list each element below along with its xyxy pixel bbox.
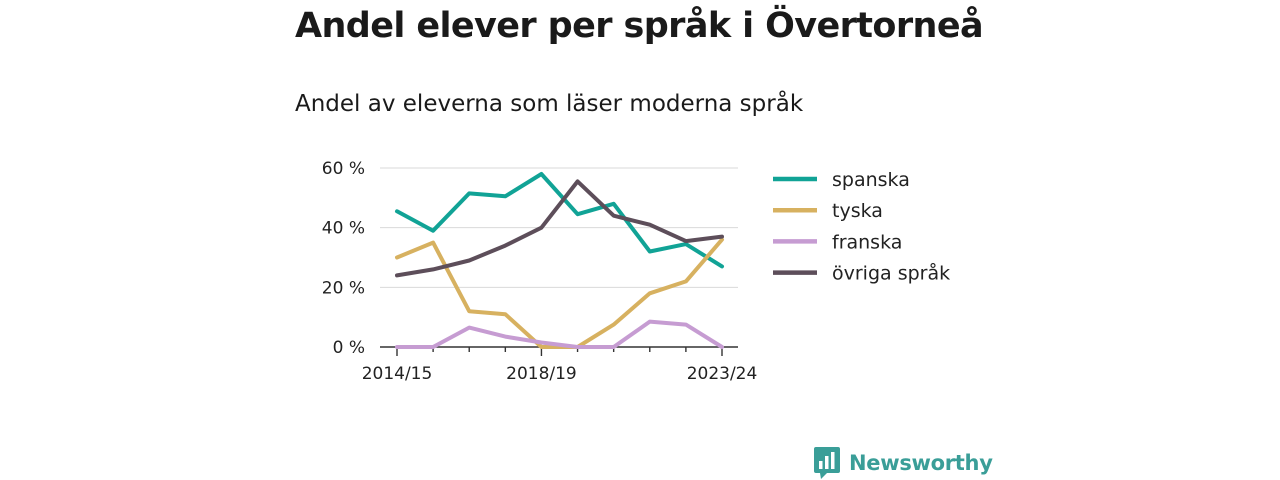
legend: spanska tyska franska övriga språk — [773, 169, 950, 285]
series-lines — [395, 172, 724, 349]
gridlines — [380, 167, 738, 288]
y-tick-label: 40 % — [322, 219, 365, 239]
y-tick-label: 60 % — [322, 159, 365, 179]
x-axis: 2014/15 2018/19 2023/24 — [362, 346, 758, 384]
y-tick-label: 20 % — [322, 278, 365, 298]
chart-title: Andel elever per språk i Övertorneå — [295, 6, 984, 46]
newsworthy-logo-icon — [814, 447, 840, 479]
x-tick-label: 2014/15 — [362, 364, 433, 384]
x-tick-label: 2023/24 — [687, 364, 758, 384]
series-line-spanska — [395, 172, 724, 269]
series-line-franska — [395, 319, 724, 349]
legend-label: övriga språk — [832, 262, 950, 285]
newsworthy-logo: Newsworthy — [814, 446, 993, 480]
legend-label: spanska — [832, 169, 910, 191]
series-line-övriga-språk — [395, 179, 724, 278]
y-axis-ticks: 0 % 20 % 40 % 60 % — [322, 159, 365, 358]
chart-subtitle: Andel av eleverna som läser moderna språ… — [295, 91, 804, 117]
logo-text: Newsworthy — [849, 451, 993, 475]
legend-label: franska — [832, 231, 902, 253]
series-line-tyska — [395, 237, 724, 349]
x-tick-label: 2018/19 — [506, 364, 577, 384]
y-tick-label: 0 % — [333, 338, 365, 358]
legend-label: tyska — [832, 200, 883, 222]
